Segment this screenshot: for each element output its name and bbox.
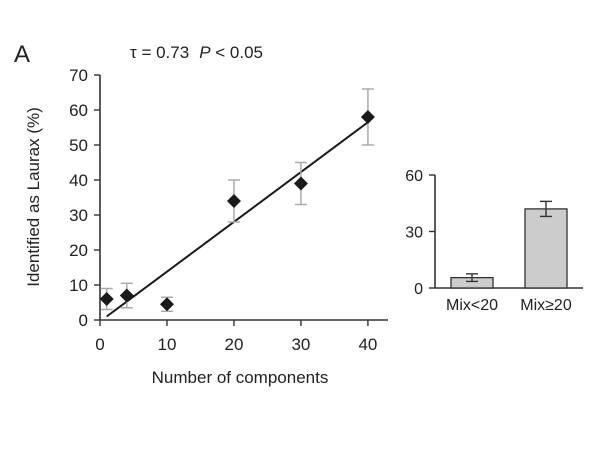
y-tick-label: 50 xyxy=(69,136,88,155)
bar-y-tick-label: 30 xyxy=(405,225,423,242)
x-tick-label: 10 xyxy=(158,335,177,354)
bar xyxy=(524,208,568,289)
data-point xyxy=(360,110,375,124)
bar-panel: 0 30 60 Mix<20 Mix≥20 xyxy=(405,168,583,314)
y-tick-label: 60 xyxy=(69,101,88,120)
y-tick-label: 0 xyxy=(79,311,88,330)
y-axis-title: Identified as Laurax (%) xyxy=(24,107,43,287)
data-point xyxy=(293,176,308,191)
y-tick-label: 20 xyxy=(69,241,88,260)
data-point xyxy=(159,297,174,312)
panel-label: A xyxy=(14,41,30,68)
bar-category-label: Mix<20 xyxy=(446,297,498,314)
regression-line xyxy=(106,121,369,318)
x-axis-title: Number of components xyxy=(152,368,329,387)
stat-p-symbol: P xyxy=(199,43,211,62)
bar-y-tick-label: 60 xyxy=(405,168,423,185)
data-point xyxy=(99,292,114,306)
x-tick-label: 20 xyxy=(224,335,243,354)
x-tick-label: 0 xyxy=(95,335,104,354)
scatter-panel: 0 10 20 30 40 50 60 70 0 10 20 30 40 Number of comp… xyxy=(24,66,388,387)
stat-annotation: τ = 0.73 P < 0.05 xyxy=(130,43,263,62)
stat-tau: τ = 0.73 xyxy=(130,43,189,62)
x-tick-label: 40 xyxy=(358,335,377,354)
y-tick-label: 40 xyxy=(69,171,88,190)
data-point xyxy=(119,288,134,303)
y-tick-label: 10 xyxy=(69,276,88,295)
y-tick-label: 30 xyxy=(69,206,88,225)
data-point xyxy=(226,194,241,208)
x-tick-label: 30 xyxy=(291,335,310,354)
stat-p-value: < 0.05 xyxy=(211,43,263,62)
bar-y-tick-label: 0 xyxy=(414,281,423,298)
y-tick-label: 70 xyxy=(69,66,88,85)
bar-category-label: Mix≥20 xyxy=(520,297,572,314)
